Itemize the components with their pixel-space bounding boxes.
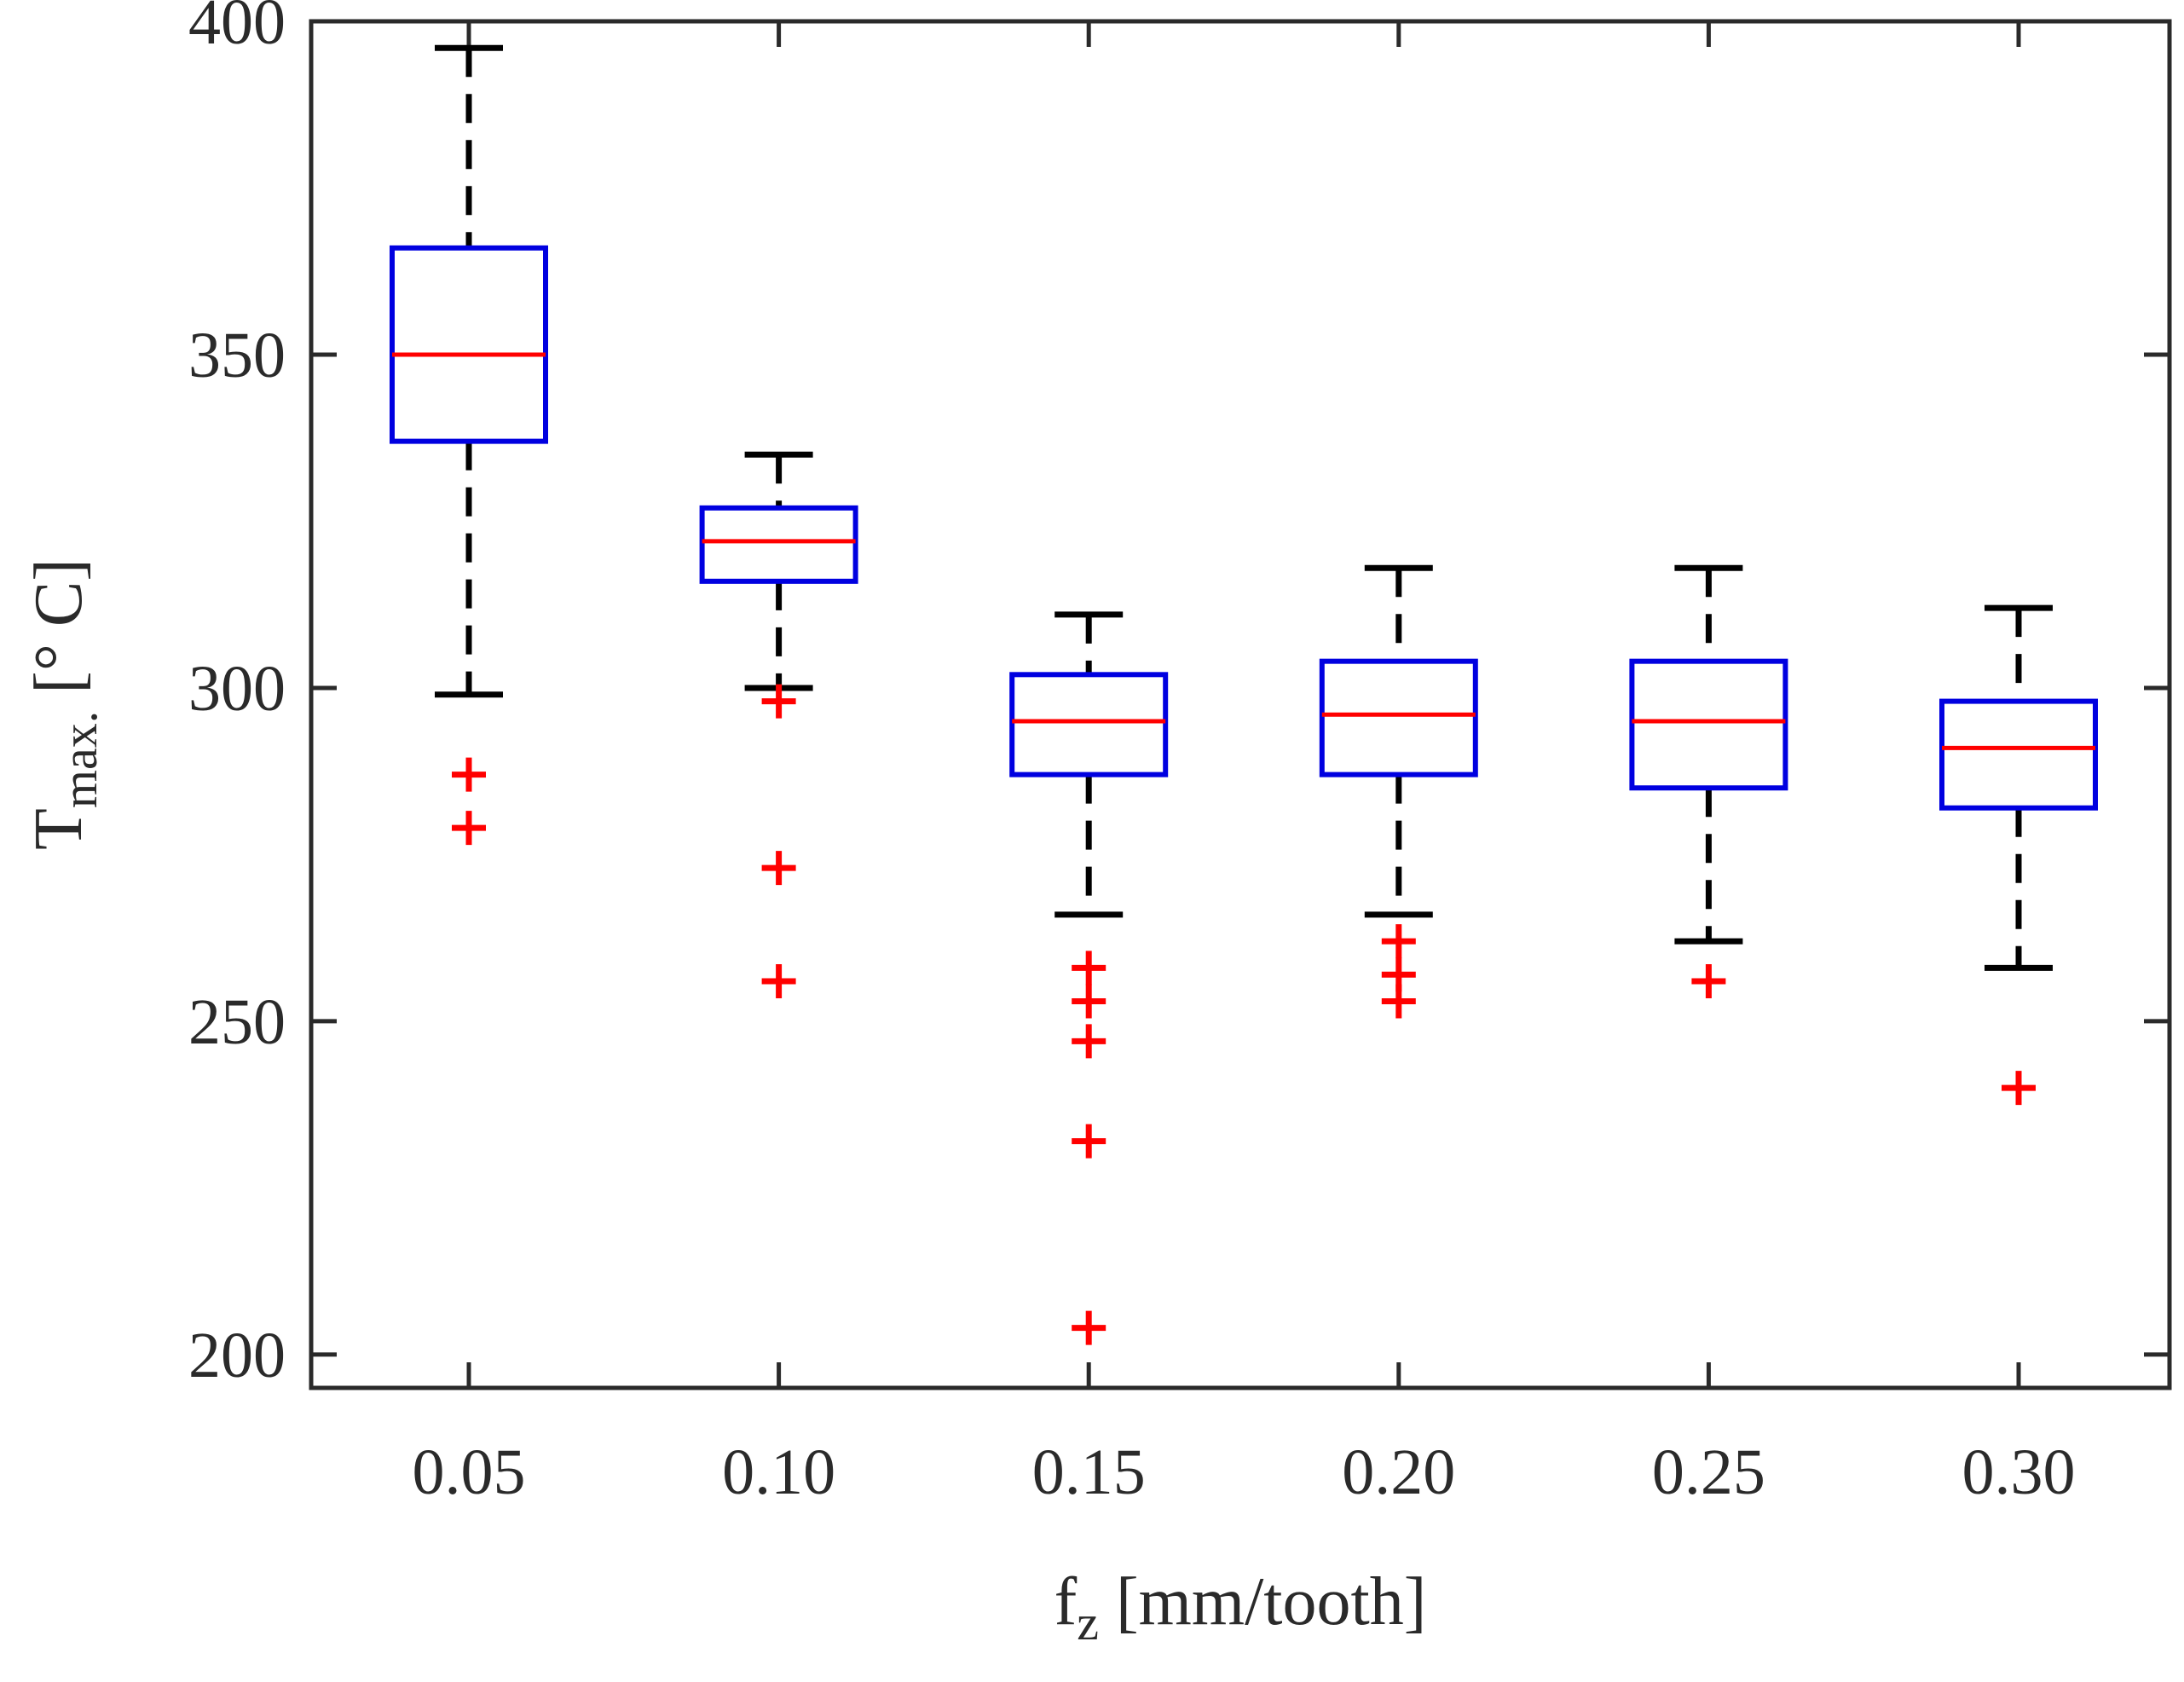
y-tick-label-350: 350 bbox=[188, 320, 286, 391]
plot-area bbox=[309, 19, 2172, 1390]
iqr-box bbox=[390, 245, 548, 444]
y-tick-label-250: 250 bbox=[188, 986, 286, 1058]
outlier-marker bbox=[1072, 951, 1106, 986]
y-axis-label: Tmax. [° C] bbox=[21, 558, 107, 850]
outlier-marker bbox=[761, 851, 796, 886]
outlier-marker bbox=[761, 964, 796, 999]
x-axis-label: fz [mm/tooth] bbox=[1054, 1564, 1427, 1650]
x-axis-label-sub: z bbox=[1077, 1595, 1099, 1650]
x-axis-label-main: f bbox=[1054, 1564, 1078, 1639]
box-0.20 bbox=[1319, 564, 1478, 1019]
x-tick-label-0.25: 0.25 bbox=[1652, 1436, 1765, 1508]
outlier-marker bbox=[1381, 984, 1416, 1019]
box-0.30 bbox=[1939, 604, 2098, 1106]
y-axis-label-sub: max. bbox=[52, 711, 107, 808]
outlier-marker bbox=[1072, 1024, 1106, 1059]
box-0.05 bbox=[390, 44, 548, 846]
y-axis-ticks: 200 250 300 350 400 bbox=[188, 0, 2170, 1391]
x-axis-label-rest: [mm/tooth] bbox=[1099, 1564, 1426, 1639]
outlier-marker bbox=[452, 757, 486, 792]
outlier-marker bbox=[1691, 964, 1726, 999]
x-axis-ticks: 0.05 0.10 0.15 0.20 0.25 0.30 bbox=[413, 21, 2076, 1508]
x-tick-label-0.30: 0.30 bbox=[1962, 1436, 2076, 1508]
x-tick-label-0.15: 0.15 bbox=[1032, 1436, 1146, 1508]
box-0.15 bbox=[1009, 611, 1169, 1345]
outlier-marker bbox=[1072, 1310, 1106, 1345]
iqr-box bbox=[1629, 658, 1788, 791]
box-0.25 bbox=[1629, 564, 1788, 999]
outlier-marker bbox=[2002, 1071, 2036, 1106]
x-tick-label-0.20: 0.20 bbox=[1342, 1436, 1455, 1508]
y-tick-label-400: 400 bbox=[188, 0, 286, 58]
y-tick-label-200: 200 bbox=[188, 1320, 286, 1391]
outlier-marker bbox=[1381, 924, 1416, 959]
box-0.10 bbox=[699, 451, 858, 999]
y-axis-label-main: T bbox=[21, 808, 96, 850]
iqr-box bbox=[1009, 672, 1169, 777]
x-tick-label-0.10: 0.10 bbox=[722, 1436, 835, 1508]
x-tick-label-0.05: 0.05 bbox=[413, 1436, 526, 1508]
y-tick-label-300: 300 bbox=[188, 653, 286, 725]
boxes-group bbox=[390, 44, 2098, 1345]
iqr-box bbox=[699, 505, 858, 584]
outlier-marker bbox=[452, 811, 486, 846]
y-axis-label-rest: [° C] bbox=[21, 558, 96, 711]
outlier-marker bbox=[761, 684, 796, 719]
outlier-marker bbox=[1072, 1124, 1106, 1159]
iqr-box bbox=[1939, 698, 2098, 811]
outlier-marker bbox=[1072, 984, 1106, 1019]
iqr-box bbox=[1319, 658, 1478, 777]
